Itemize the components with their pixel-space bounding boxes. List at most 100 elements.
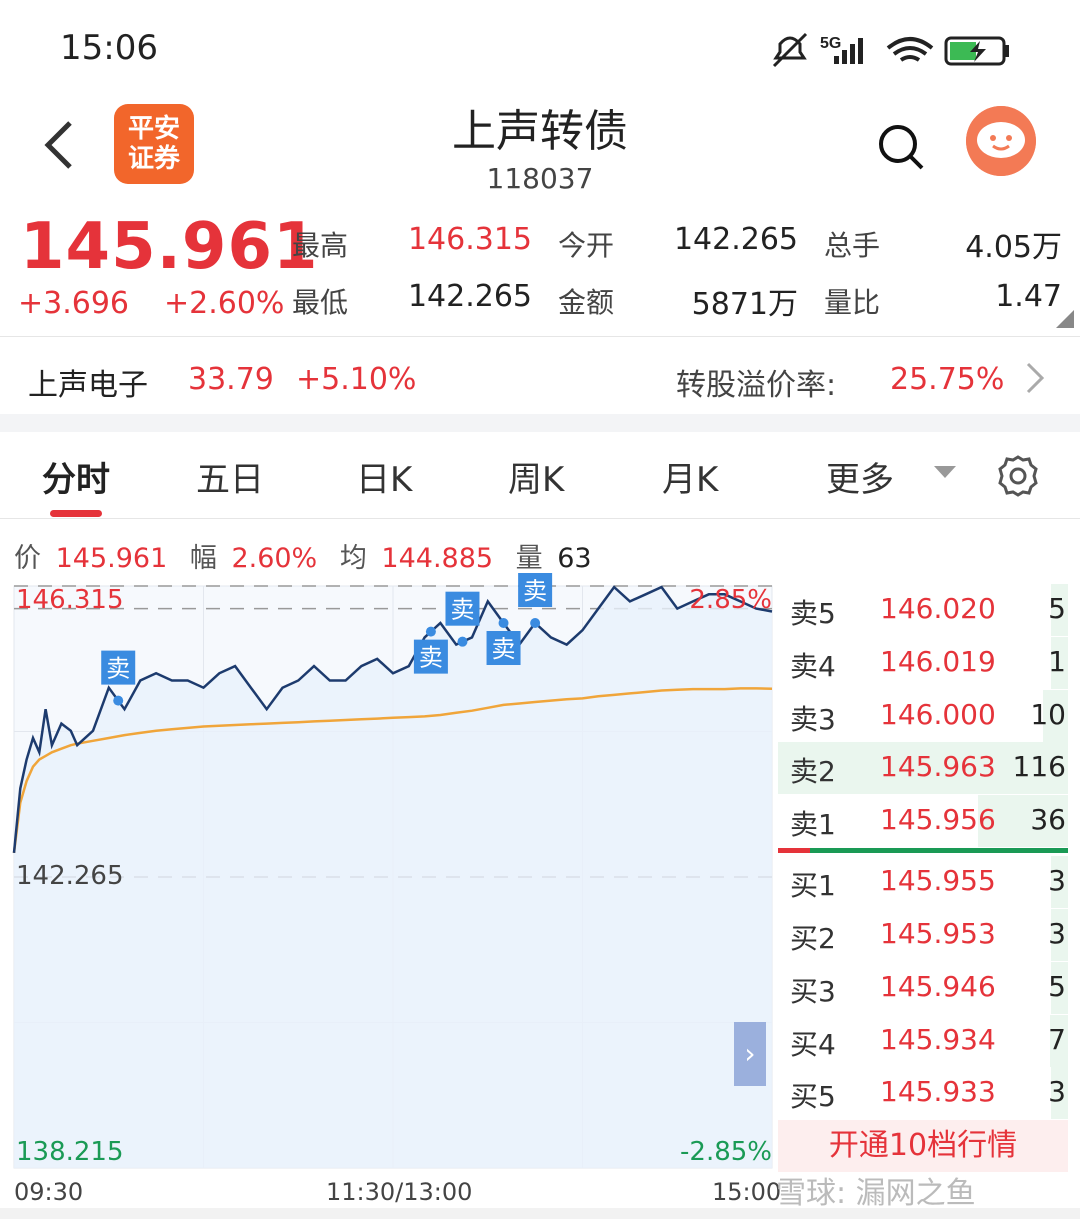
info-price-label: 价 bbox=[14, 543, 41, 574]
open-value: 142.265 bbox=[673, 222, 798, 257]
page-title: 上声转债 bbox=[452, 106, 628, 157]
info-vol-label: 量 bbox=[515, 543, 543, 574]
tab-monthly-k[interactable]: 月K bbox=[662, 460, 719, 500]
info-avg-label: 均 bbox=[339, 543, 367, 574]
volume-bar bbox=[1051, 909, 1068, 961]
ask-row[interactable]: 卖4 146.019 1 bbox=[778, 637, 1068, 689]
sell-marker-box bbox=[445, 591, 480, 626]
order-volume: 7 bbox=[1048, 1023, 1066, 1056]
assistant-avatar[interactable] bbox=[966, 106, 1036, 176]
sell-marker: 卖 bbox=[445, 591, 480, 647]
underlying-name[interactable]: 上声电子 bbox=[28, 368, 148, 403]
ask-row[interactable]: 卖5 146.020 5 bbox=[778, 584, 1068, 636]
volume-bar bbox=[1051, 856, 1068, 908]
order-level-label: 买1 bbox=[790, 869, 836, 902]
pct-bottom-label: -2.85% bbox=[680, 1137, 772, 1167]
volume-bar bbox=[1051, 962, 1068, 1014]
sell-marker-label: 卖 bbox=[106, 655, 130, 683]
ask-row[interactable]: 卖2 145.963 116 bbox=[778, 742, 1068, 794]
bid-row[interactable]: 买5 145.933 3 bbox=[778, 1067, 1068, 1119]
volume-bar bbox=[1050, 1015, 1068, 1067]
intraday-chart[interactable]: 卖卖卖卖卖 146.315 142.265 138.215 2.85% -2.8… bbox=[0, 572, 778, 1176]
info-vol: 63 bbox=[557, 543, 592, 574]
order-price: 146.000 bbox=[880, 698, 996, 731]
chevron-right-icon[interactable] bbox=[1022, 358, 1048, 398]
order-level-label: 买5 bbox=[790, 1080, 836, 1113]
search-button[interactable] bbox=[876, 122, 926, 172]
order-level-label: 卖5 bbox=[790, 597, 836, 630]
price-change-pct: +2.60% bbox=[164, 286, 285, 321]
order-price: 145.956 bbox=[880, 803, 996, 836]
back-button[interactable] bbox=[40, 115, 80, 175]
underlying-price: 33.79 bbox=[188, 362, 274, 397]
x-label-midday: 11:30/13:00 bbox=[326, 1178, 473, 1206]
sell-marker-label: 卖 bbox=[419, 644, 443, 672]
sell-marker-box bbox=[413, 639, 448, 674]
premium-label: 转股溢价率: bbox=[676, 368, 837, 403]
ratio-label: 量比 bbox=[824, 286, 881, 319]
sell-marker-box bbox=[101, 650, 136, 685]
order-volume: 10 bbox=[1030, 698, 1066, 731]
settings-gear-icon[interactable] bbox=[996, 454, 1040, 498]
crosshair-info: 价 145.961 幅 2.60% 均 144.885 量 63 bbox=[14, 536, 592, 575]
order-price: 145.963 bbox=[880, 750, 996, 783]
sell-marker-dot bbox=[113, 695, 124, 706]
open-label: 今开 bbox=[558, 229, 615, 262]
amount-label: 金额 bbox=[558, 286, 615, 319]
order-price: 146.020 bbox=[880, 592, 996, 625]
tab-daily-k[interactable]: 日K bbox=[356, 460, 413, 500]
ask-bid-separator-red bbox=[778, 848, 810, 853]
tab-five-day[interactable]: 五日 bbox=[196, 460, 264, 500]
ask-row[interactable]: 卖1 145.956 36 bbox=[778, 795, 1068, 847]
order-level-label: 卖2 bbox=[790, 755, 836, 788]
open-level2-button[interactable]: 开通10档行情 bbox=[778, 1120, 1068, 1172]
sell-marker-label: 卖 bbox=[450, 596, 474, 624]
section-gap bbox=[0, 414, 1080, 432]
wifi-icon bbox=[886, 37, 934, 62]
bid-row[interactable]: 买3 145.946 5 bbox=[778, 962, 1068, 1014]
order-level-label: 卖4 bbox=[790, 650, 836, 683]
divider bbox=[0, 336, 1080, 337]
high-value: 146.315 bbox=[407, 222, 532, 257]
x-label-close: 15:00 bbox=[712, 1178, 782, 1206]
bid-row[interactable]: 买1 145.955 3 bbox=[778, 856, 1068, 908]
order-volume: 36 bbox=[1030, 803, 1066, 836]
expand-panel-button[interactable]: › bbox=[734, 1022, 766, 1086]
logo-line-2: 证券 bbox=[127, 144, 180, 174]
tab-intraday[interactable]: 分时 bbox=[42, 460, 110, 500]
order-price: 145.934 bbox=[880, 1023, 996, 1056]
y-top-label: 146.315 bbox=[16, 585, 124, 615]
volume-bar bbox=[778, 742, 1068, 794]
y-bottom-label: 138.215 bbox=[16, 1137, 124, 1167]
volume-value: 4.05万 bbox=[965, 230, 1062, 265]
info-avg: 144.885 bbox=[381, 543, 494, 574]
premium-value: 25.75% bbox=[890, 362, 1005, 397]
ask-row[interactable]: 卖3 146.000 10 bbox=[778, 690, 1068, 742]
tab-more[interactable]: 更多 bbox=[826, 460, 894, 500]
order-level-label: 买4 bbox=[790, 1028, 836, 1061]
order-price: 145.955 bbox=[880, 864, 996, 897]
price-change: +3.696 bbox=[18, 286, 130, 321]
sell-marker: 卖 bbox=[486, 618, 521, 666]
tab-weekly-k[interactable]: 周K bbox=[508, 460, 565, 500]
low-label: 最低 bbox=[292, 286, 349, 319]
corner-expand-icon[interactable] bbox=[1056, 310, 1074, 328]
bid-row[interactable]: 买4 145.934 7 bbox=[778, 1015, 1068, 1067]
info-price: 145.961 bbox=[55, 543, 168, 574]
volume-bar bbox=[978, 795, 1068, 847]
order-level-label: 买2 bbox=[790, 922, 836, 955]
dropdown-icon[interactable] bbox=[934, 466, 956, 480]
sell-marker-label: 卖 bbox=[492, 635, 516, 663]
order-price: 145.933 bbox=[880, 1075, 996, 1108]
sell-marker-box bbox=[486, 631, 521, 666]
order-level-label: 卖1 bbox=[790, 808, 836, 841]
order-level-label: 买3 bbox=[790, 975, 836, 1008]
status-icons: 5G bbox=[772, 32, 1009, 68]
security-code: 118037 bbox=[486, 162, 594, 195]
order-volume: 1 bbox=[1048, 645, 1066, 678]
bid-row[interactable]: 买2 145.953 3 bbox=[778, 909, 1068, 961]
sell-marker-label: 卖 bbox=[523, 577, 547, 605]
underlying-change-pct: +5.10% bbox=[296, 362, 417, 397]
divider bbox=[0, 518, 1080, 519]
volume-label: 总手 bbox=[824, 229, 881, 262]
